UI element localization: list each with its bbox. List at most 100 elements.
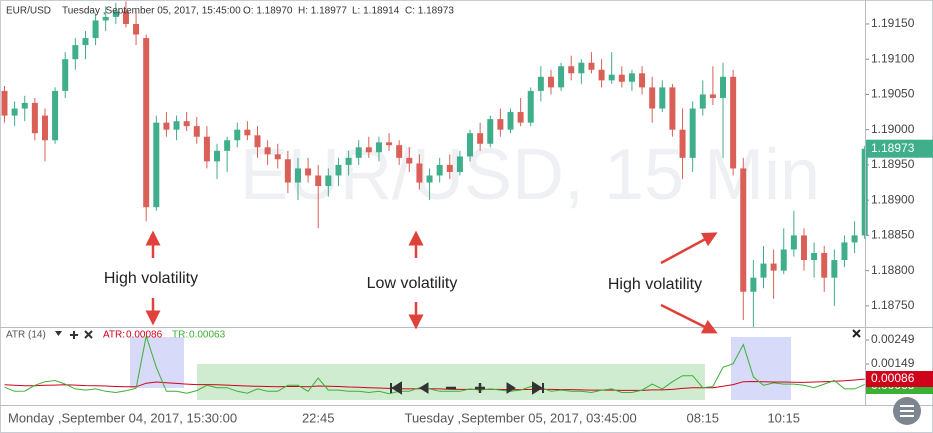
candle-body — [740, 168, 747, 292]
y-tick-label: 1.19150 — [871, 16, 915, 30]
candle-body — [133, 23, 140, 35]
candle-body — [517, 112, 524, 123]
candle-body — [11, 108, 18, 116]
y-tick-label: 1.18850 — [871, 228, 915, 242]
candle-body — [72, 45, 79, 60]
candle-body — [699, 94, 706, 109]
arrows — [145, 230, 718, 334]
candle-body — [112, 11, 119, 17]
candle-body — [436, 164, 443, 176]
y-tick-label: 0.00249 — [871, 332, 915, 346]
candle-body — [284, 159, 291, 183]
y-tick-label: 0.00149 — [871, 356, 915, 370]
candle-body — [254, 135, 261, 148]
annotation: High volatility — [104, 270, 198, 287]
candle-body — [750, 277, 757, 292]
menu-button[interactable] — [893, 397, 921, 425]
candle-body — [234, 129, 241, 141]
candle-body — [82, 38, 89, 46]
candle-body — [628, 73, 635, 82]
x-tick-label: Monday ,September 04, 2017, 15:30:00 — [8, 410, 237, 425]
candle-body — [274, 154, 281, 160]
annotation: High volatility — [608, 276, 702, 293]
candle-body — [679, 129, 686, 158]
candle-body — [547, 76, 554, 88]
candle-body — [780, 249, 787, 271]
candle-body — [62, 59, 69, 91]
close: C: 1.18973 — [405, 6, 454, 17]
candle-body — [315, 175, 322, 187]
candle-body — [861, 148, 868, 236]
legend-label: TR: — [172, 330, 188, 341]
candle-body — [143, 38, 150, 208]
candle-body — [851, 235, 858, 243]
candle-body — [214, 150, 221, 162]
candle-body — [689, 108, 696, 158]
candle-body — [558, 66, 565, 88]
x-tick-label: 08:15 — [687, 410, 720, 425]
candle-body — [305, 168, 312, 176]
y-tick-label: 1.19100 — [871, 51, 915, 65]
highlight-low — [197, 364, 705, 400]
candle-body — [608, 74, 615, 81]
time: Tuesday ,September 05, 2017, 15:45:00 — [62, 6, 241, 17]
candle-body — [396, 145, 403, 158]
candle-body — [1, 90, 8, 116]
candle-body — [375, 142, 382, 153]
nav-left[interactable] — [419, 382, 429, 394]
nav-zoom-in[interactable] — [475, 383, 485, 393]
y-tick-label: 1.19050 — [871, 87, 915, 101]
add-icon[interactable] — [70, 331, 78, 339]
last-value-box — [866, 371, 933, 387]
candle-body — [183, 121, 190, 127]
candle-body — [720, 76, 727, 98]
candle-body — [446, 164, 453, 172]
candle-body — [800, 235, 807, 261]
candle-body — [760, 263, 767, 278]
legend-value: 0.00063 — [189, 330, 226, 341]
x-tick-label: 10:15 — [767, 410, 800, 425]
candle-body — [639, 73, 646, 88]
candle-body — [153, 122, 160, 208]
y-tick-label: 1.18900 — [871, 192, 915, 206]
y-tick-label: 1.18750 — [871, 298, 915, 312]
candle-body — [709, 94, 716, 98]
candle-body — [203, 136, 210, 162]
candle-body — [456, 156, 463, 172]
candle-body — [193, 126, 200, 137]
candle-body — [264, 147, 271, 155]
indicator-legend: ATR (14) ATR: 0.00086 TR: 0.00063 — [6, 329, 861, 341]
last-price-label: 1.18973 — [871, 141, 915, 155]
remove-icon[interactable] — [84, 330, 93, 339]
candle-body — [618, 74, 625, 82]
candle-body — [41, 115, 48, 141]
candle-body — [173, 121, 180, 130]
indicator-title: ATR (14) — [6, 330, 46, 341]
candle-body — [507, 112, 514, 130]
navigation — [390, 381, 544, 395]
candle-body — [244, 129, 251, 136]
candle-body — [730, 76, 737, 169]
candle-body — [669, 87, 676, 130]
candle-body — [487, 119, 494, 144]
nav-start[interactable] — [390, 381, 402, 395]
candle-body — [831, 260, 838, 278]
last-price-box — [866, 139, 933, 158]
highlight-high — [130, 337, 184, 388]
x-tick-label: Tuesday ,September 05, 2017, 03:45:00 — [404, 410, 636, 425]
candle-body — [811, 253, 818, 261]
nav-end[interactable] — [532, 381, 544, 395]
nav-right[interactable] — [506, 382, 516, 394]
candle-body — [386, 142, 393, 146]
close-pane[interactable] — [852, 329, 861, 338]
collapse-icon[interactable] — [55, 331, 62, 336]
symbol: EUR/USD — [6, 6, 51, 17]
plot-layer: 1.19150 1.19100 1.19050 1.19000 1.18950 1.189… — [1, 1, 915, 395]
candle-body — [659, 87, 666, 109]
candle-body — [365, 147, 372, 153]
overlay-layer: Monday ,September 04, 2017, 15:30:00 22:4… — [8, 139, 933, 425]
y-tick-label: 1.18800 — [871, 263, 915, 277]
annotation: Low volatility — [367, 275, 458, 292]
candle-body — [467, 133, 474, 157]
